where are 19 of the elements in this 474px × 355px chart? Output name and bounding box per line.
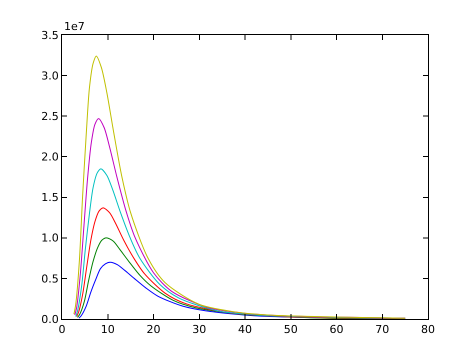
- y-tick-label: 2.5: [41, 110, 59, 123]
- y-tick-label: 0.0: [41, 312, 59, 326]
- x-tick-label: 10: [100, 323, 115, 336]
- y-tick-label: 3.5: [41, 28, 59, 42]
- y-tick-label: 2.0: [41, 150, 59, 164]
- x-tick-label: 70: [375, 323, 390, 336]
- x-tick-label: 40: [238, 323, 252, 336]
- y-tick-label: 1.5: [41, 191, 59, 204]
- line-series: [73, 56, 406, 319]
- x-tick-label: 20: [146, 323, 160, 336]
- text: 1e7: [64, 20, 85, 33]
- x-tick-label: 0: [58, 323, 66, 336]
- x-tick-label: 30: [192, 323, 206, 336]
- x-tick-label: 80: [421, 323, 435, 336]
- x-tick-label: 60: [330, 323, 344, 336]
- y-tick-label: 1.0: [41, 232, 59, 245]
- x-tick-label: 50: [284, 323, 298, 336]
- y-tick-label: 3.0: [41, 69, 59, 82]
- y-tick-label: 0.5: [41, 272, 59, 286]
